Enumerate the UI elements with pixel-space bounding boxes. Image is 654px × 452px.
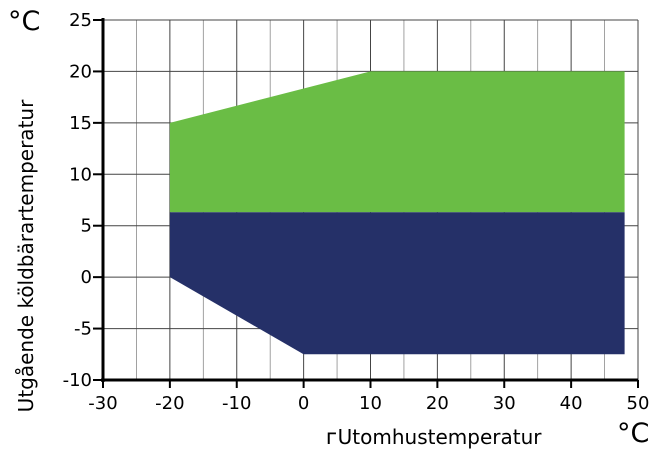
x-tick-label: -20 <box>155 393 184 414</box>
y-tick-label: 10 <box>69 164 92 185</box>
y-tick-label: 15 <box>69 113 92 134</box>
x-tick-label: 50 <box>627 393 650 414</box>
x-tick-label: 0 <box>298 393 309 414</box>
y-tick-label: 20 <box>69 61 92 82</box>
x-axis-label: ᴦUtomhustemperatur <box>326 425 542 449</box>
y-tick-label: 5 <box>81 216 92 237</box>
x-tick-label: 20 <box>426 393 449 414</box>
x-tick-label: -30 <box>88 393 117 414</box>
y-tick-label: -10 <box>63 370 92 391</box>
x-tick-labels: -30 -20 -10 0 10 20 30 40 50 <box>88 393 649 414</box>
y-tick-label: -5 <box>74 319 92 340</box>
y-unit-label: °C <box>8 6 41 37</box>
x-tick-label: 30 <box>493 393 516 414</box>
x-tick-label: 10 <box>359 393 382 414</box>
axes <box>93 18 639 388</box>
y-axis-label: Utgående köldbärartemperatur <box>14 99 38 413</box>
x-tick-label: 40 <box>560 393 583 414</box>
area-series-1 <box>169 71 625 213</box>
y-tick-label: 0 <box>81 267 92 288</box>
y-tick-labels: -10 -5 0 5 10 15 20 25 <box>63 10 92 391</box>
x-unit-label: °C <box>617 418 650 449</box>
y-tick-label: 25 <box>69 10 92 31</box>
area-series-2 <box>169 212 625 355</box>
area-series <box>169 71 625 355</box>
x-tick-label: -10 <box>222 393 251 414</box>
